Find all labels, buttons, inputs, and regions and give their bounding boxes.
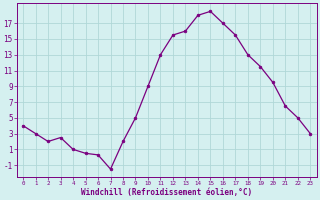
X-axis label: Windchill (Refroidissement éolien,°C): Windchill (Refroidissement éolien,°C) <box>81 188 252 197</box>
